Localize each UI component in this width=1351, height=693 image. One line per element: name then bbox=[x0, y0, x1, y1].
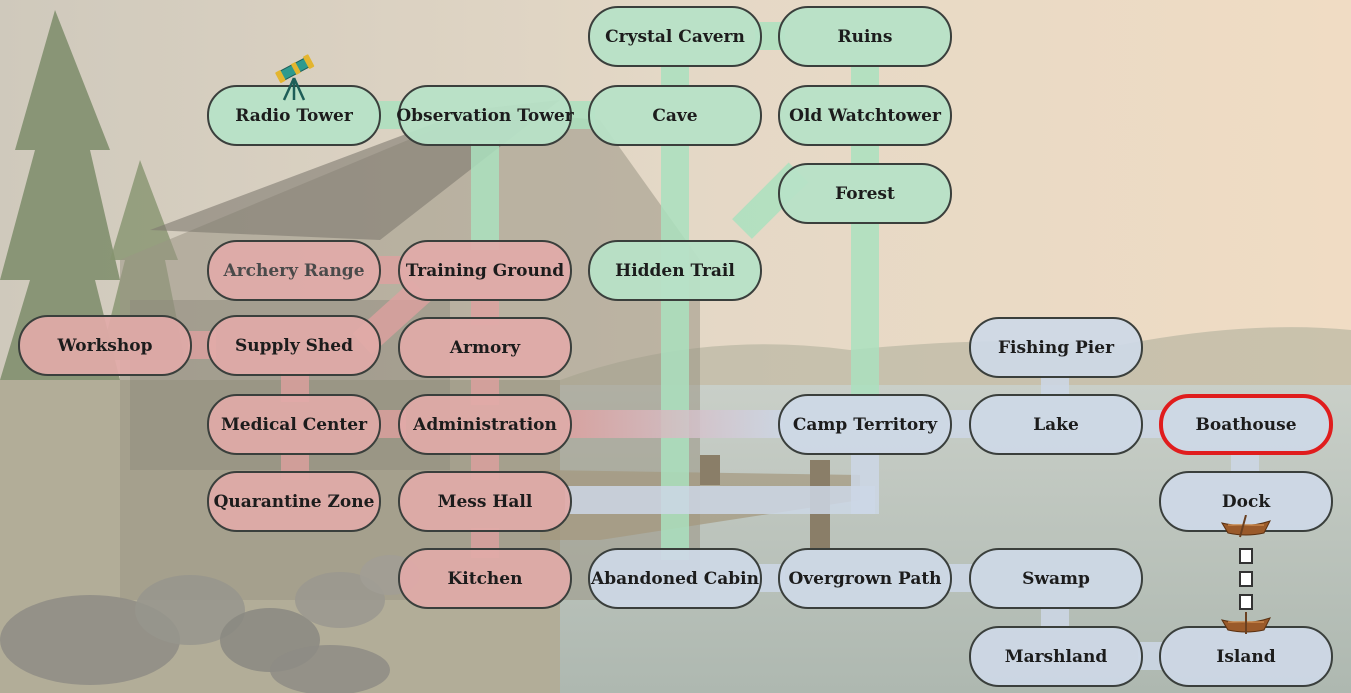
rowboat-icon bbox=[1220, 612, 1271, 634]
location-lake[interactable]: Lake bbox=[969, 394, 1143, 455]
location-archery-range[interactable]: Archery Range bbox=[207, 240, 381, 301]
location-marshland[interactable]: Marshland bbox=[969, 626, 1143, 687]
location-supply-shed[interactable]: Supply Shed bbox=[207, 315, 381, 376]
location-kitchen[interactable]: Kitchen bbox=[398, 548, 572, 609]
location-abandoned-cabin[interactable]: Abandoned Cabin bbox=[588, 548, 762, 609]
location-quarantine-zone[interactable]: Quarantine Zone bbox=[207, 471, 381, 532]
location-armory[interactable]: Armory bbox=[398, 317, 572, 378]
link-forest-camp bbox=[851, 220, 879, 400]
location-medical-center[interactable]: Medical Center bbox=[207, 394, 381, 455]
location-mess-hall[interactable]: Mess Hall bbox=[398, 471, 572, 532]
rowboat-icon bbox=[1220, 515, 1271, 538]
location-dock[interactable]: Dock bbox=[1159, 471, 1333, 532]
link-observation-training bbox=[471, 140, 499, 250]
location-observation-tower[interactable]: Observation Tower bbox=[396, 85, 574, 146]
location-training-ground[interactable]: Training Ground bbox=[398, 240, 572, 301]
location-forest[interactable]: Forest bbox=[778, 163, 952, 224]
link-camp-mess bbox=[565, 486, 875, 514]
location-hidden-trail[interactable]: Hidden Trail bbox=[588, 240, 762, 301]
location-workshop[interactable]: Workshop bbox=[18, 315, 192, 376]
location-cave[interactable]: Cave bbox=[588, 85, 762, 146]
rope-segment bbox=[1239, 571, 1253, 587]
rope-segment bbox=[1239, 548, 1253, 564]
telescope-icon bbox=[275, 54, 315, 101]
location-fishing-pier[interactable]: Fishing Pier bbox=[969, 317, 1143, 378]
link-admin-camp bbox=[568, 410, 783, 438]
location-crystal-cavern[interactable]: Crystal Cavern bbox=[588, 6, 762, 67]
location-boathouse[interactable]: Boathouse bbox=[1159, 394, 1333, 455]
location-camp-territory[interactable]: Camp Territory bbox=[778, 394, 952, 455]
location-administration[interactable]: Administration bbox=[398, 394, 572, 455]
location-swamp[interactable]: Swamp bbox=[969, 548, 1143, 609]
link-camp-mess-vertical bbox=[851, 450, 879, 514]
location-old-watchtower[interactable]: Old Watchtower bbox=[778, 85, 952, 146]
location-ruins[interactable]: Ruins bbox=[778, 6, 952, 67]
rope-segment bbox=[1239, 594, 1253, 610]
location-island[interactable]: Island bbox=[1159, 626, 1333, 687]
link-boathouse-dock bbox=[1231, 452, 1259, 474]
location-overgrown-path[interactable]: Overgrown Path bbox=[778, 548, 952, 609]
